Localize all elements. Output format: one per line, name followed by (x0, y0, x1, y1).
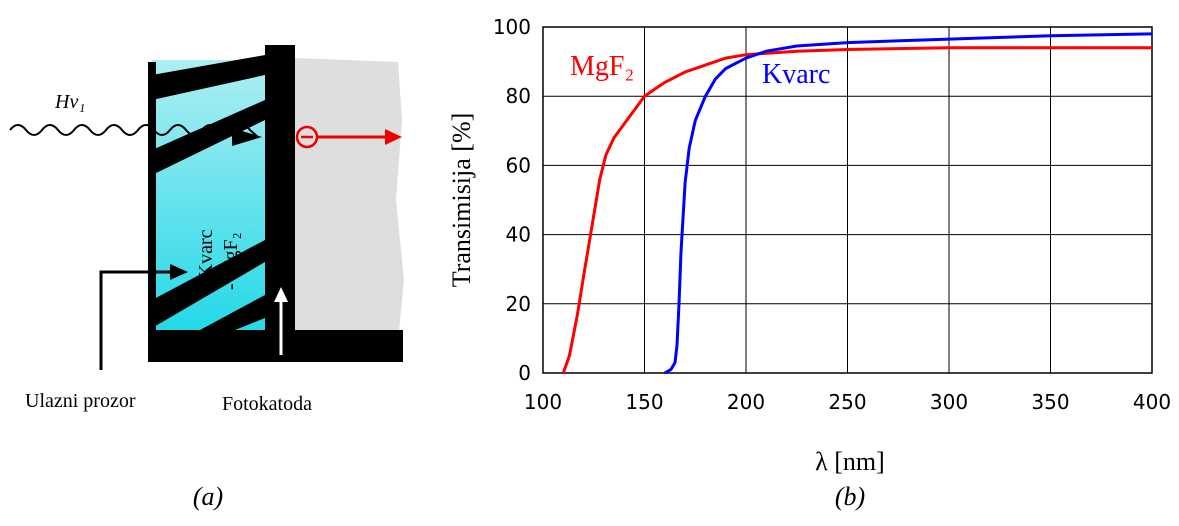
series-label: Kvarc (762, 59, 830, 90)
arrow (232, 128, 262, 146)
diagram: Hv₁ - Kvarc - MgF₂ Ulazni prozor Fotokat… (9, 45, 404, 511)
photon-label: Hv₁ (54, 91, 85, 113)
photon (9, 124, 259, 138)
material-label: - MgF₂ (220, 232, 242, 290)
x-tick-label: 350 (1031, 390, 1069, 414)
arrow (99, 270, 172, 370)
x-tick-label: 100 (524, 390, 562, 414)
y-tick-label: 60 (506, 153, 531, 177)
x-tick-label: 250 (828, 390, 866, 414)
stripes (152, 55, 265, 332)
series-label: MgF₂ (570, 51, 634, 82)
vacuum (295, 58, 404, 362)
y-axis-label: Transimisija [%] (447, 113, 476, 288)
caption: (b) (835, 482, 865, 511)
x-tick-label: 300 (930, 390, 968, 414)
arrow (385, 129, 402, 145)
material-label: - Kvarc (195, 229, 217, 290)
frame (148, 62, 156, 362)
line (664, 32, 1153, 375)
label: Fotokatoda (222, 393, 312, 415)
y-tick-label: 100 (493, 15, 531, 39)
arrow (170, 264, 188, 280)
y-tick-label: 20 (506, 292, 531, 316)
x-tick-label: 200 (727, 390, 765, 414)
line (561, 46, 1152, 374)
y-tick-label: 0 (518, 361, 531, 385)
y-tick-label: 80 (506, 84, 531, 108)
y-tick-label: 40 (506, 223, 531, 247)
x-axis-label: λ [nm] (815, 447, 885, 476)
x-tick-label: 400 (1133, 390, 1171, 414)
caption: (a) (193, 482, 223, 511)
arrow (274, 287, 288, 302)
x-tick-label: 150 (625, 390, 663, 414)
label: Ulazni prozor (25, 390, 136, 412)
